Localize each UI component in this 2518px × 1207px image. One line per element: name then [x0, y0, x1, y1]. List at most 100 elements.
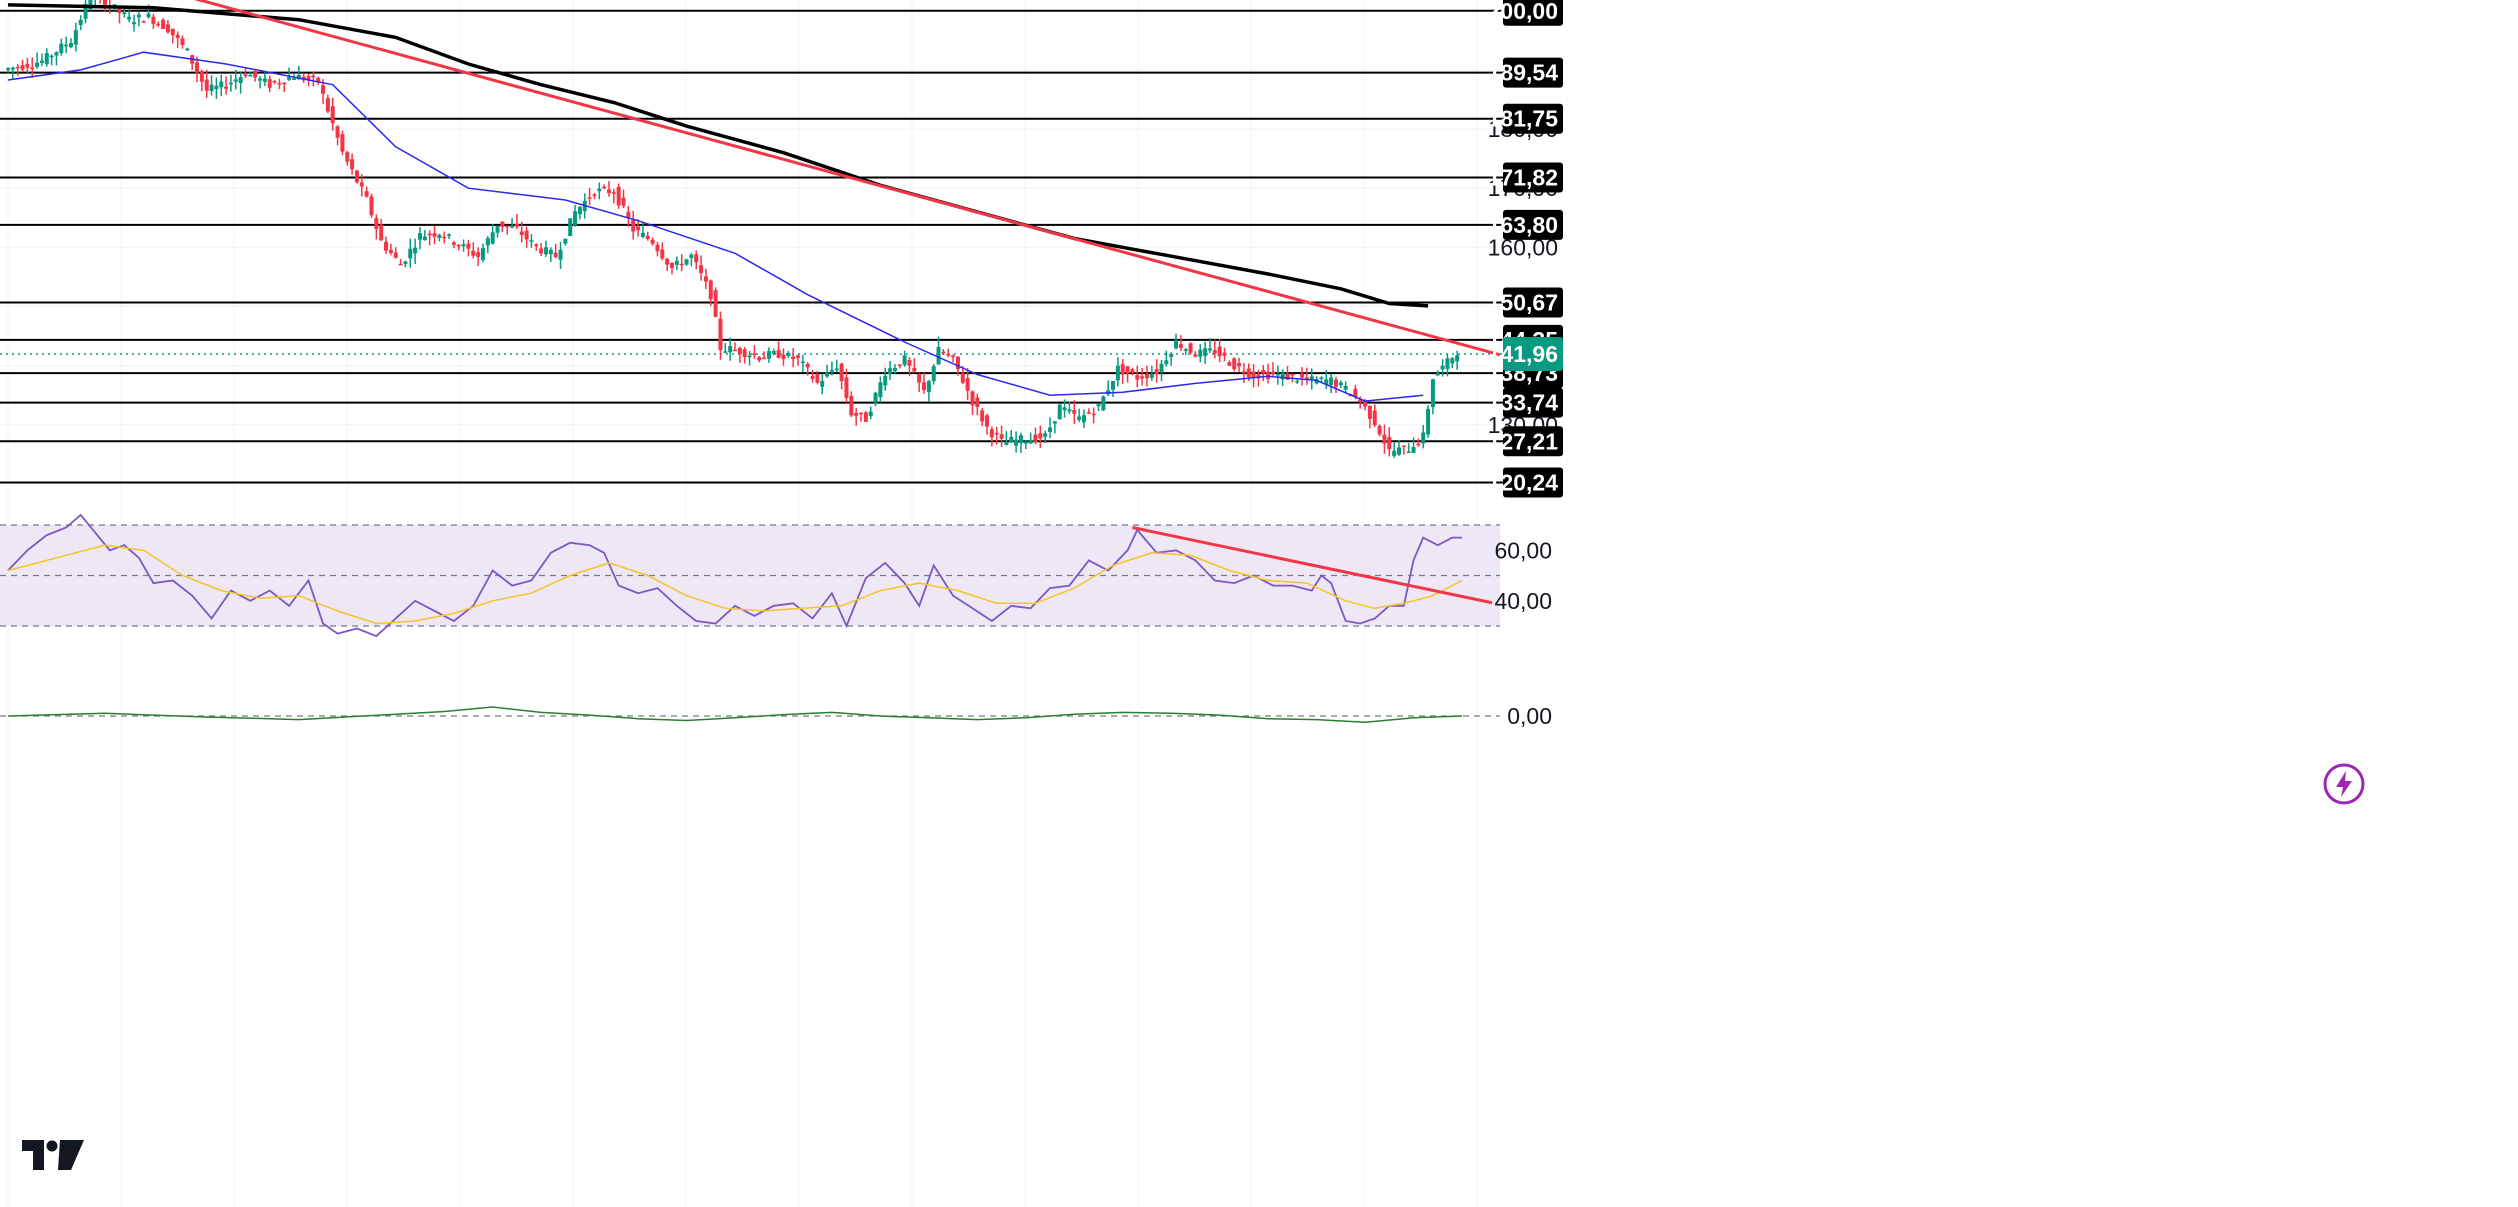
candle-body [287, 77, 292, 80]
candle-body [1300, 373, 1305, 378]
candle-body [640, 232, 645, 237]
current-price-tag [1503, 337, 1563, 372]
candle-body [350, 159, 355, 170]
candle-body [1135, 375, 1140, 380]
candle-body [209, 84, 214, 92]
candle-body [1450, 358, 1455, 364]
candle-body [1169, 354, 1174, 357]
rsi-trendline [1132, 526, 1493, 605]
candle-body [1120, 364, 1125, 375]
candle-body [703, 276, 708, 282]
candle-body [529, 240, 534, 242]
candle-body [248, 75, 253, 77]
candle-body [781, 354, 786, 359]
candle-body [655, 244, 660, 252]
candle-body [59, 43, 64, 54]
candle-body [495, 225, 500, 233]
candle-body [296, 74, 301, 80]
level-tag [1503, 287, 1563, 318]
candle-body [471, 250, 476, 256]
candle-body [786, 352, 791, 356]
candle-body [636, 226, 641, 231]
candle-body [316, 77, 321, 83]
candle-body [340, 134, 345, 152]
candle-body [1304, 377, 1309, 380]
candle-body [674, 260, 679, 265]
candle-body [669, 263, 674, 268]
candle-body [505, 225, 510, 228]
candle-body [1203, 348, 1208, 356]
candle-body [379, 224, 384, 241]
candle-body [771, 351, 776, 354]
candle-body [834, 368, 839, 371]
candle-body [728, 346, 733, 353]
candle-body [1130, 369, 1135, 373]
candle-body [461, 244, 466, 247]
candle-body [1096, 404, 1101, 407]
candle-body [1159, 363, 1164, 373]
candle-body [291, 78, 296, 80]
candle-body [606, 189, 611, 194]
candle-body [49, 55, 54, 58]
candle-body [902, 355, 907, 365]
candle-body [1246, 368, 1251, 377]
candle-body [1198, 349, 1203, 357]
candle-body [1052, 421, 1057, 424]
tradingview-logo-icon[interactable] [22, 1140, 84, 1170]
candle-body [15, 66, 20, 69]
candle-body [141, 21, 146, 23]
candle-body [917, 373, 922, 383]
candle-body [1416, 443, 1421, 446]
candle-body [1140, 376, 1145, 379]
candle-body [737, 347, 742, 355]
candle-body [941, 351, 946, 354]
candle-body [1363, 400, 1368, 407]
candle-body [78, 19, 83, 25]
candle-body [1014, 439, 1019, 446]
candle-body [597, 188, 602, 192]
candle-body [30, 67, 35, 69]
candle-body [543, 247, 548, 255]
candle-body [892, 368, 897, 372]
candle-body [733, 349, 737, 352]
candle-body [1043, 433, 1048, 437]
candle-body [1164, 360, 1169, 365]
candle-body [1319, 377, 1324, 379]
candle-body [277, 83, 282, 85]
candle-body [408, 248, 413, 259]
candle-body [485, 238, 490, 246]
candle-body [228, 82, 233, 85]
candle-body [437, 234, 442, 238]
candle-body [456, 245, 461, 247]
lightning-icon[interactable] [2322, 762, 2366, 806]
level-tag-label: 120,24 [1488, 470, 1559, 496]
candle-body [611, 192, 616, 194]
candle-body [151, 16, 156, 24]
level-tag-label: 189,54 [1488, 60, 1559, 86]
candle-body [219, 81, 224, 88]
candle-body [451, 242, 456, 245]
candle-body [1333, 379, 1338, 387]
candle-body [432, 233, 437, 237]
candle-body [791, 356, 796, 360]
candle-body [1309, 376, 1314, 380]
candle-body [1062, 407, 1067, 411]
candle-body [1241, 371, 1246, 374]
candle-body [1270, 371, 1275, 375]
candle-body [1086, 412, 1091, 414]
candle-body [369, 196, 374, 216]
candle-body [742, 349, 747, 358]
axis-labels: 130,00160,00170,00180,00200,00189,54181,… [1488, 0, 1563, 729]
price-panel [0, 0, 1503, 484]
candle-body [577, 206, 582, 215]
candle-body [1455, 355, 1460, 362]
candle-body [1154, 369, 1159, 375]
candle-body [1387, 436, 1392, 450]
candle-body [170, 28, 175, 36]
candle-body [587, 197, 592, 199]
candle-body [747, 355, 752, 358]
candle-body [1440, 365, 1445, 370]
candle-body [849, 396, 854, 416]
candle-body [694, 254, 699, 263]
